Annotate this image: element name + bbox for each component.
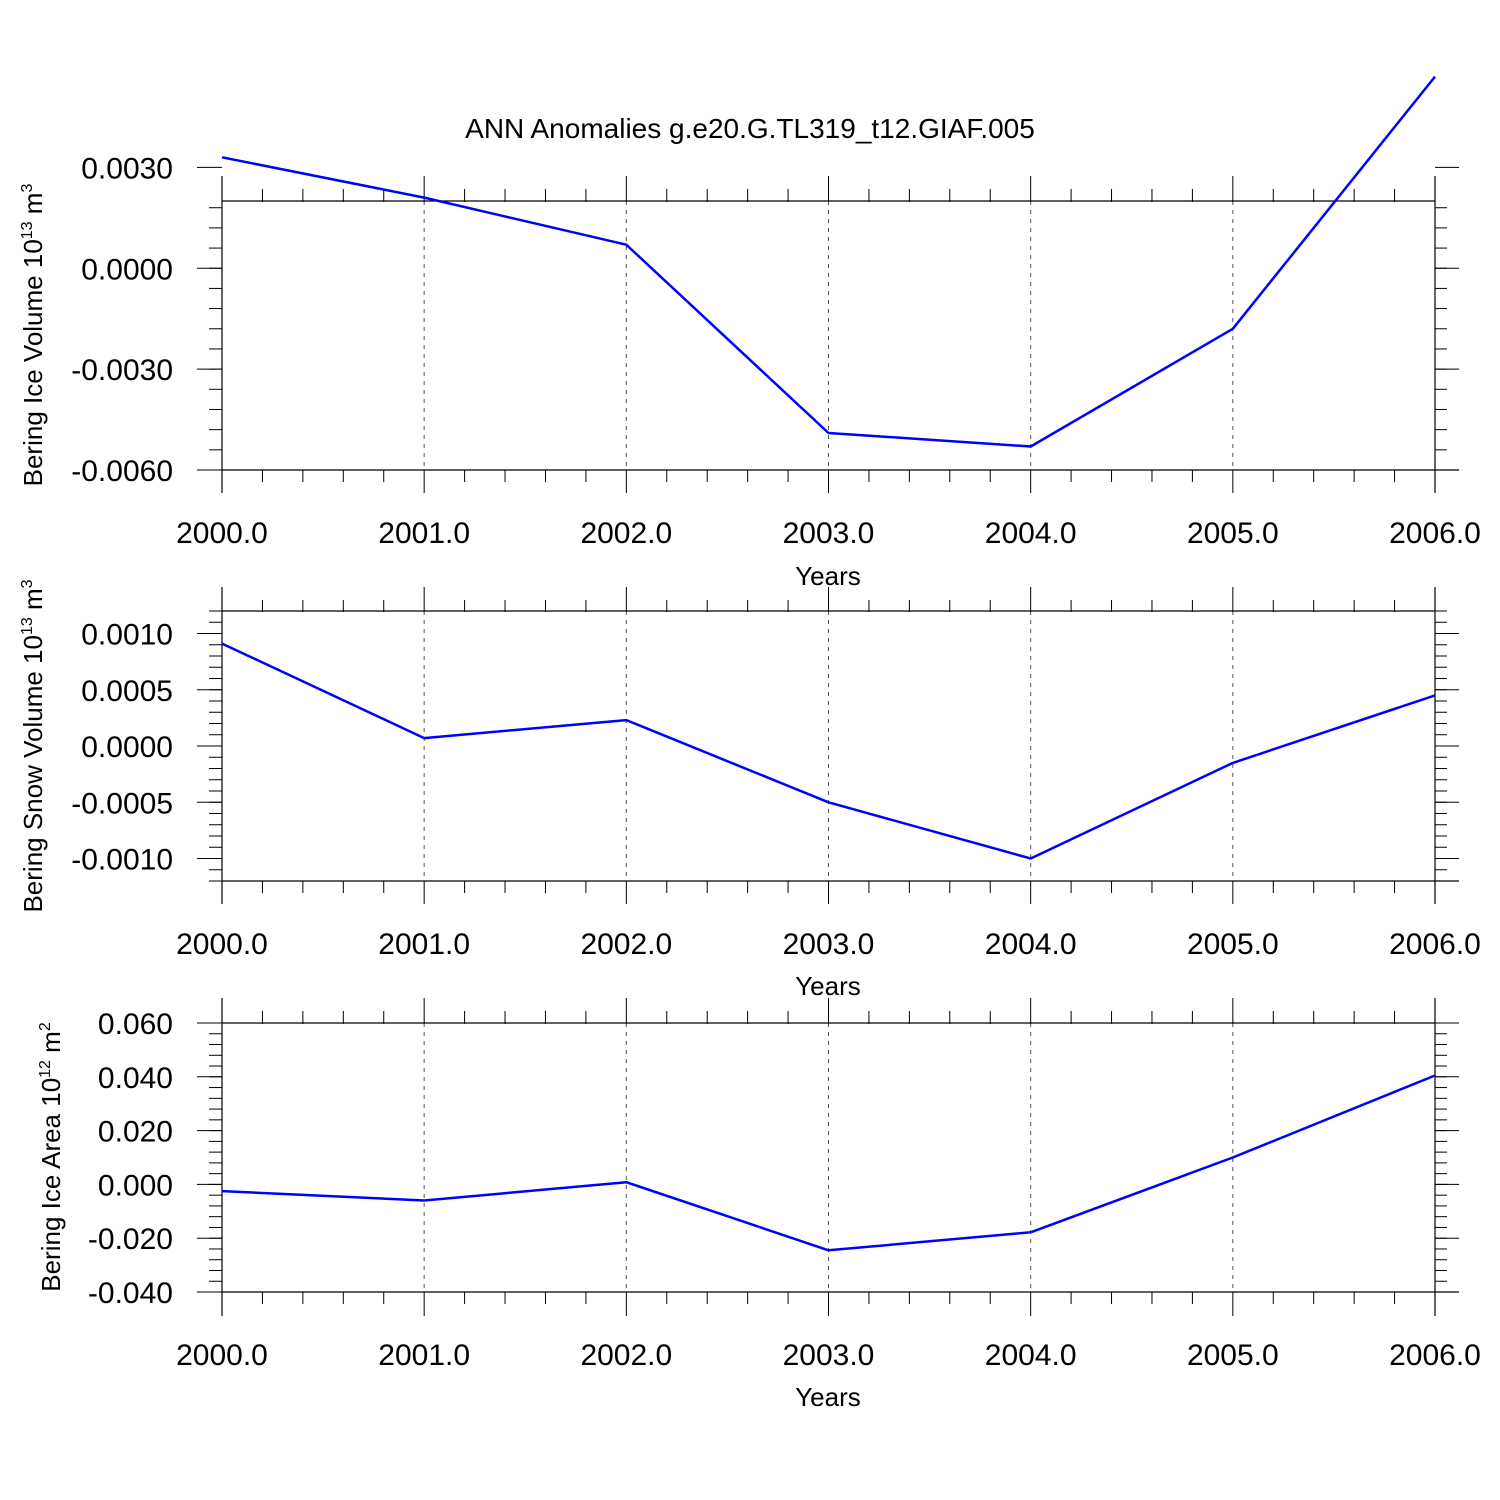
snow-volume-x-tick-label: 2006.0 [1389, 928, 1481, 961]
snow-volume-panel: Years Bering Snow Volume 1013 m3 2000.0 2… [18, 579, 1481, 1001]
ice-area-y-axis-title: Bering Ice Area 1012 m2 [36, 1022, 66, 1292]
snow-volume-y-tick-label: 0.0010 [81, 619, 173, 652]
ice-area-x-tick-label: 2002.0 [580, 1339, 672, 1372]
ice-volume-series-line [221, 75, 1436, 448]
ice-volume-y-tick-label: 0.0030 [81, 152, 173, 185]
snow-volume-x-tick-label: 2001.0 [378, 928, 470, 961]
snow-volume-y-tick-label: -0.0010 [71, 844, 173, 877]
ice-area-y-tick-label: -0.020 [88, 1223, 173, 1256]
ice-area-x-tick-label: 2005.0 [1187, 1339, 1279, 1372]
ice-area-x-tick-label: 2006.0 [1389, 1339, 1481, 1372]
ice-volume-x-tick-label: 2004.0 [985, 517, 1077, 550]
ice-volume-y-axis-title: Bering Ice Volume 1013 m3 [18, 184, 48, 487]
ice-volume-x-tick-label: 2002.0 [580, 517, 672, 550]
ice-volume-x-tick-label: 2005.0 [1187, 517, 1279, 550]
ice-area-y-tick-label: 0.020 [98, 1116, 173, 1149]
snow-volume-y-tick-label: 0.0005 [81, 675, 173, 708]
ice-volume-x-axis-title: Years [795, 561, 861, 591]
ice-volume-panel: Years Bering Ice Volume 1013 m3 2000.0 20… [18, 75, 1481, 591]
ice-volume-x-tick-label: 2003.0 [783, 517, 875, 550]
figure-title: ANN Anomalies g.e20.G.TL319_t12.GIAF.005 [465, 113, 1035, 144]
ice-area-y-tick-label: 0.060 [98, 1008, 173, 1041]
snow-volume-y-axis-title: Bering Snow Volume 1013 m3 [18, 579, 48, 912]
ice-area-x-tick-label: 2004.0 [985, 1339, 1077, 1372]
ice-volume-y-tick-label: 0.0000 [81, 253, 173, 286]
ice-volume-x-tick-label: 2000.0 [176, 517, 268, 550]
ice-area-x-tick-label: 2003.0 [783, 1339, 875, 1372]
snow-volume-x-tick-label: 2000.0 [176, 928, 268, 961]
snow-volume-x-tick-label: 2004.0 [985, 928, 1077, 961]
snow-volume-x-tick-label: 2005.0 [1187, 928, 1279, 961]
ice-area-x-axis-title: Years [795, 1382, 861, 1412]
snow-volume-x-tick-label: 2002.0 [580, 928, 672, 961]
snow-volume-x-tick-label: 2003.0 [783, 928, 875, 961]
ice-volume-x-tick-label: 2001.0 [378, 517, 470, 550]
ice-area-y-tick-label: -0.040 [88, 1277, 173, 1310]
ice-area-series-line [221, 1074, 1436, 1252]
ice-volume-y-tick-label: -0.0030 [71, 354, 173, 387]
snow-volume-x-axis-title: Years [795, 971, 861, 1001]
snow-volume-y-tick-label: -0.0005 [71, 787, 173, 820]
ice-area-x-tick-label: 2000.0 [176, 1339, 268, 1372]
ice-volume-x-tick-label: 2006.0 [1389, 517, 1481, 550]
ice-volume-y-tick-label: -0.0060 [71, 455, 173, 488]
ice-area-y-tick-label: 0.040 [98, 1062, 173, 1095]
snow-volume-series-line [221, 642, 1436, 860]
snow-volume-y-tick-label: 0.0000 [81, 731, 173, 764]
ice-area-panel: Years Bering Ice Area 1012 m2 2000.0 2001… [36, 998, 1481, 1412]
ice-area-x-tick-label: 2001.0 [378, 1339, 470, 1372]
ice-area-y-tick-label: 0.000 [98, 1169, 173, 1202]
